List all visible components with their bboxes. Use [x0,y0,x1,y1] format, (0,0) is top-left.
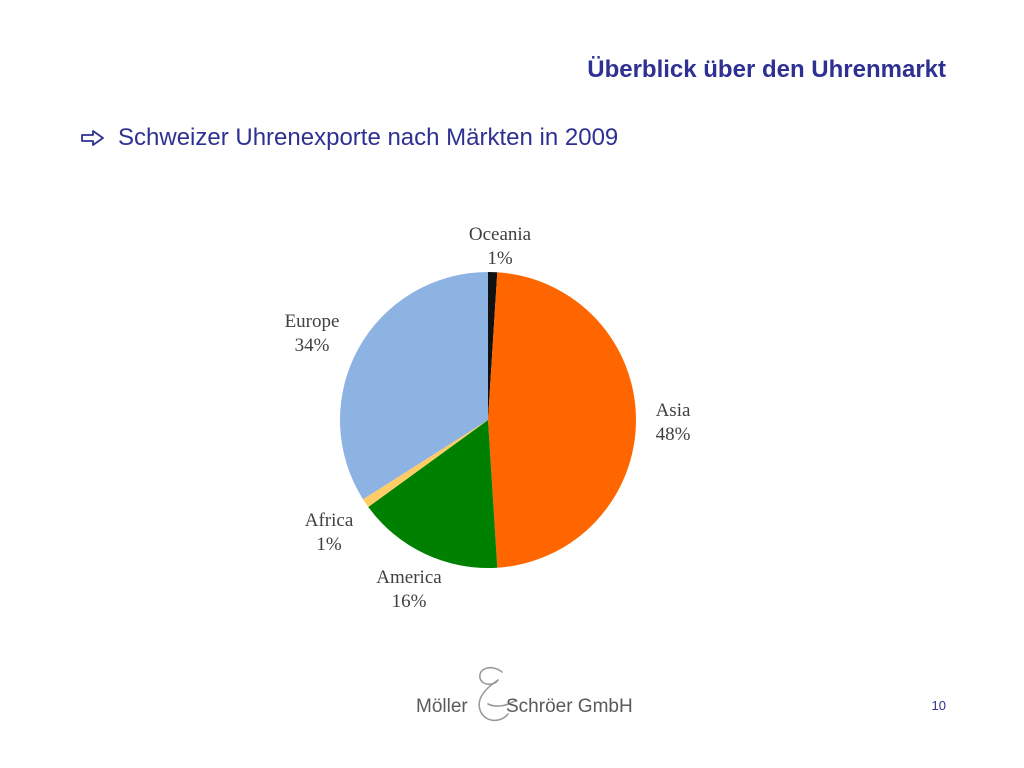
pie-chart: Oceania 1% Asia 48% America 16% Africa 1% Europe… [285,224,691,612]
company-logo: Möller Schröer GmbH [414,664,633,728]
bullet-item: Schweizer Uhrenexporte nach Märkten in 2… [80,124,618,152]
slice-value-america: 16% [392,591,427,612]
slice-value-asia: 48% [656,424,691,445]
pie-slice-oceania [488,272,498,420]
slice-label-asia: Asia [656,400,691,421]
pie-slice-asia [488,272,636,568]
pie-slices [340,272,636,568]
slice-label-oceania: Oceania [469,224,532,245]
pie-slice-africa [363,420,488,507]
slice-value-oceania: 1% [487,248,513,269]
slice-label-america: America [376,567,442,588]
pie-slice-europe [340,272,488,500]
ampersand-logo-icon [478,666,517,722]
pie-slice-america [368,420,498,568]
logo-left-text: Möller [416,696,468,717]
logo-right-text: Schröer GmbH [506,696,633,717]
slice-value-europe: 34% [295,335,330,356]
slice-label-europe: Europe [285,311,340,332]
slice-label-africa: Africa [305,510,354,531]
bullet-text: Schweizer Uhrenexporte nach Märkten in 2… [118,124,619,151]
pie-labels: Oceania 1% Asia 48% America 16% Africa 1% Europe… [285,224,691,612]
page-number: 10 [931,698,946,713]
slide-title: Überblick über den Uhrenmarkt [587,56,946,83]
arrow-right-icon [81,130,104,146]
slice-value-africa: 1% [316,534,342,555]
